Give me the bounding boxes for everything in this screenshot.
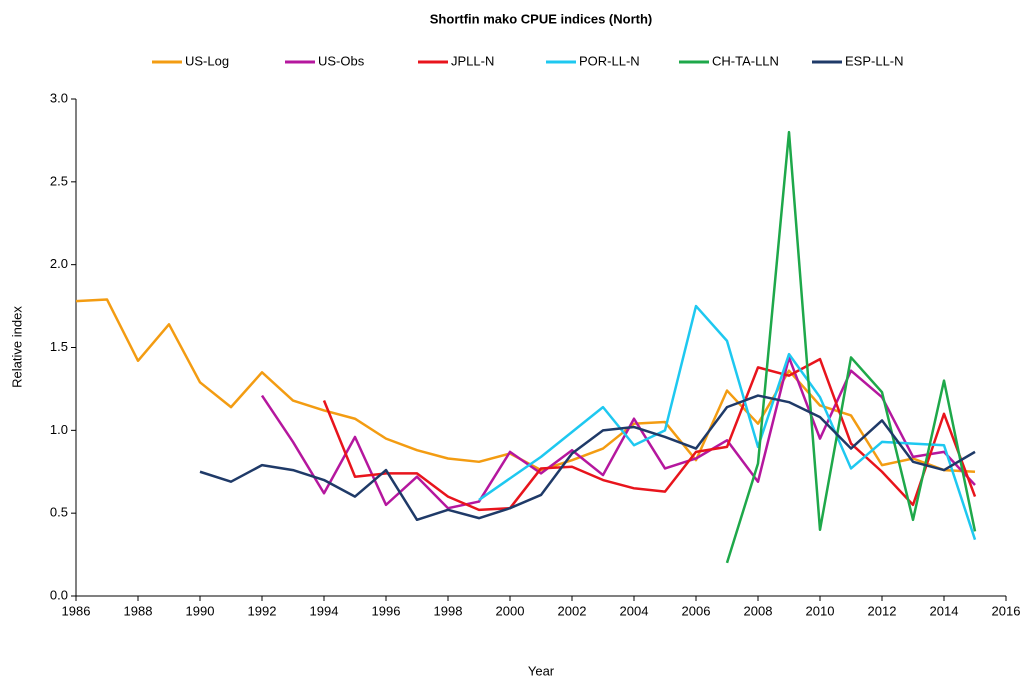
series-line	[725, 130, 977, 564]
legend-label: JPLL-N	[451, 53, 494, 68]
series-line	[322, 357, 977, 512]
x-tick-label: 2008	[744, 603, 773, 618]
series-line	[260, 356, 976, 510]
x-tick-label: 1988	[124, 603, 153, 618]
x-tick-label: 2002	[558, 603, 587, 618]
legend-label: US-Log	[185, 53, 229, 68]
y-tick-label: 1.5	[50, 339, 68, 354]
x-tick-label: 1994	[310, 603, 339, 618]
legend-label: POR-LL-N	[579, 53, 640, 68]
y-tick-label: 1.0	[50, 422, 68, 437]
x-tick-label: 2000	[496, 603, 525, 618]
x-tick-label: 2010	[806, 603, 835, 618]
y-tick-label: 0.5	[50, 505, 68, 520]
y-axis-label: Relative index	[9, 306, 24, 388]
x-tick-label: 1986	[62, 603, 91, 618]
y-tick-label: 3.0	[50, 90, 68, 105]
x-tick-label: 2014	[930, 603, 959, 618]
x-tick-label: 1998	[434, 603, 463, 618]
legend-label: ESP-LL-N	[845, 53, 904, 68]
x-tick-label: 2012	[868, 603, 897, 618]
y-tick-label: 0.0	[50, 587, 68, 602]
chart-title: Shortfin mako CPUE indices (North)	[430, 11, 652, 26]
y-tick-label: 2.5	[50, 173, 68, 188]
x-tick-label: 2004	[620, 603, 649, 618]
x-axis-label: Year	[528, 663, 555, 678]
legend-label: CH-TA-LLN	[712, 53, 779, 68]
x-tick-label: 1996	[372, 603, 401, 618]
x-tick-label: 1992	[248, 603, 277, 618]
series-line	[478, 304, 977, 541]
x-tick-label: 2006	[682, 603, 711, 618]
legend-label: US-Obs	[318, 53, 365, 68]
x-tick-label: 1990	[186, 603, 215, 618]
x-tick-label: 2016	[992, 603, 1021, 618]
y-tick-label: 2.0	[50, 256, 68, 271]
series-line	[199, 394, 976, 522]
